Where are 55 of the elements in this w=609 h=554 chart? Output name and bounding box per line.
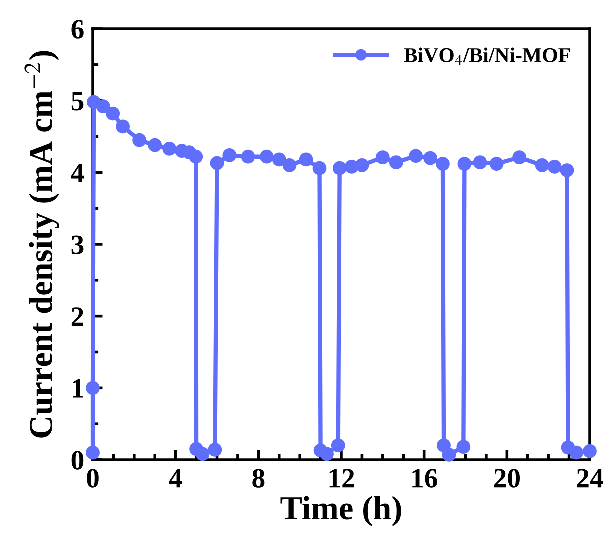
point	[456, 440, 471, 454]
y-tick-label: 6	[72, 20, 84, 39]
point	[332, 161, 347, 176]
point	[148, 138, 162, 152]
point	[376, 150, 390, 165]
x-tick-label: 20	[494, 469, 520, 488]
y-tick-label: 2	[72, 308, 84, 326]
point	[86, 381, 100, 396]
point	[116, 120, 130, 134]
point	[320, 447, 334, 462]
point	[132, 133, 147, 148]
point	[208, 443, 222, 457]
y-tick-label: 3	[72, 236, 84, 254]
point	[490, 157, 504, 171]
point	[96, 100, 110, 114]
y-tick-label: 5	[72, 92, 84, 111]
point	[299, 152, 314, 167]
x-axis-title: Time (h)	[280, 496, 402, 527]
point	[331, 438, 346, 453]
point	[312, 161, 327, 176]
point	[436, 157, 450, 171]
point	[424, 151, 438, 166]
y-tick-label: 4	[71, 164, 84, 182]
point	[473, 156, 488, 170]
x-tick-label: 4	[169, 469, 182, 488]
x-tick-label: 24	[577, 469, 604, 488]
point	[535, 158, 550, 172]
point	[282, 158, 297, 172]
point	[196, 447, 210, 462]
point	[389, 156, 404, 170]
y-tick-label: 1	[73, 379, 84, 398]
legend-label: BiVO$_{4}$/Bi/Ni-MOF	[404, 48, 570, 65]
point	[570, 446, 584, 460]
x-tick-label: 16	[412, 469, 438, 488]
point	[222, 148, 237, 162]
point	[512, 150, 527, 165]
x-tick-label: 8	[252, 469, 265, 488]
point	[241, 150, 256, 164]
point	[272, 152, 286, 167]
point	[260, 150, 274, 164]
point	[210, 156, 224, 170]
point	[86, 446, 100, 460]
point	[560, 164, 574, 178]
x-tick-label: 12	[330, 469, 354, 488]
x-tick-label: 0	[87, 469, 99, 488]
y-axis-title: Current density (mA cm$^{−2}$)	[24, 51, 60, 438]
point	[548, 160, 562, 174]
point	[355, 158, 370, 172]
point	[458, 157, 472, 171]
y-tick-label: 0	[72, 451, 84, 470]
point	[189, 150, 204, 164]
point	[162, 142, 177, 156]
point	[442, 448, 456, 462]
point	[106, 106, 120, 121]
point	[409, 149, 423, 164]
